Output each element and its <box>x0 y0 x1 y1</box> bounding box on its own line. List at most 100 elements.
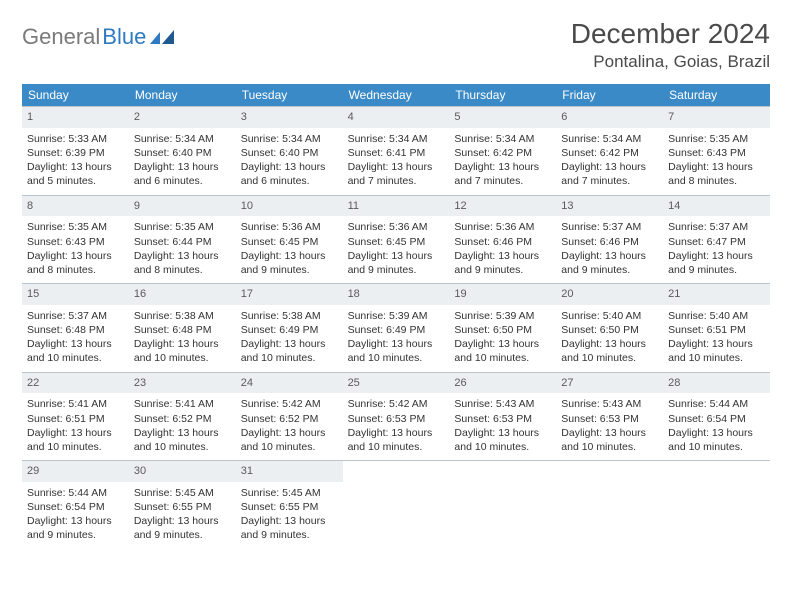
sunset-line: Sunset: 6:51 PM <box>668 323 765 337</box>
day-data: Sunrise: 5:37 AMSunset: 6:48 PMDaylight:… <box>22 305 129 372</box>
day-data: Sunrise: 5:41 AMSunset: 6:51 PMDaylight:… <box>22 393 129 460</box>
day-data: Sunrise: 5:38 AMSunset: 6:49 PMDaylight:… <box>236 305 343 372</box>
daylight-line: Daylight: 13 hours and 10 minutes. <box>241 426 338 454</box>
calendar-cell: 10Sunrise: 5:36 AMSunset: 6:45 PMDayligh… <box>236 195 343 284</box>
calendar-cell-empty <box>343 460 450 549</box>
sunrise-line: Sunrise: 5:36 AM <box>241 220 338 234</box>
calendar-cell: 24Sunrise: 5:42 AMSunset: 6:52 PMDayligh… <box>236 372 343 461</box>
sunrise-line: Sunrise: 5:34 AM <box>241 132 338 146</box>
day-data: Sunrise: 5:35 AMSunset: 6:44 PMDaylight:… <box>129 216 236 283</box>
sunrise-line: Sunrise: 5:33 AM <box>27 132 124 146</box>
sunset-line: Sunset: 6:46 PM <box>561 235 658 249</box>
day-number: 22 <box>22 373 129 394</box>
day-data: Sunrise: 5:44 AMSunset: 6:54 PMDaylight:… <box>22 482 129 549</box>
day-number: 23 <box>129 373 236 394</box>
day-number: 12 <box>449 196 556 217</box>
sunrise-line: Sunrise: 5:40 AM <box>668 309 765 323</box>
daylight-line: Daylight: 13 hours and 10 minutes. <box>134 426 231 454</box>
day-number: 29 <box>22 461 129 482</box>
calendar-cell: 17Sunrise: 5:38 AMSunset: 6:49 PMDayligh… <box>236 283 343 372</box>
sunset-line: Sunset: 6:39 PM <box>27 146 124 160</box>
day-number: 11 <box>343 196 450 217</box>
sunrise-line: Sunrise: 5:35 AM <box>27 220 124 234</box>
day-number: 30 <box>129 461 236 482</box>
day-data: Sunrise: 5:35 AMSunset: 6:43 PMDaylight:… <box>663 128 770 195</box>
calendar-cell-empty <box>663 460 770 549</box>
day-number: 28 <box>663 373 770 394</box>
sunrise-line: Sunrise: 5:43 AM <box>454 397 551 411</box>
daylight-line: Daylight: 13 hours and 10 minutes. <box>27 426 124 454</box>
daylight-line: Daylight: 13 hours and 6 minutes. <box>134 160 231 188</box>
calendar-cell: 26Sunrise: 5:43 AMSunset: 6:53 PMDayligh… <box>449 372 556 461</box>
day-data: Sunrise: 5:34 AMSunset: 6:40 PMDaylight:… <box>129 128 236 195</box>
calendar-cell-empty <box>556 460 663 549</box>
sunset-line: Sunset: 6:42 PM <box>454 146 551 160</box>
calendar-cell: 30Sunrise: 5:45 AMSunset: 6:55 PMDayligh… <box>129 460 236 549</box>
dow-header: Monday <box>129 84 236 106</box>
calendar-cell: 13Sunrise: 5:37 AMSunset: 6:46 PMDayligh… <box>556 195 663 284</box>
day-data: Sunrise: 5:38 AMSunset: 6:48 PMDaylight:… <box>129 305 236 372</box>
daylight-line: Daylight: 13 hours and 9 minutes. <box>241 249 338 277</box>
sunrise-line: Sunrise: 5:34 AM <box>561 132 658 146</box>
sunrise-line: Sunrise: 5:43 AM <box>561 397 658 411</box>
calendar-cell: 28Sunrise: 5:44 AMSunset: 6:54 PMDayligh… <box>663 372 770 461</box>
dow-header: Sunday <box>22 84 129 106</box>
day-number: 21 <box>663 284 770 305</box>
day-number: 13 <box>556 196 663 217</box>
daylight-line: Daylight: 13 hours and 7 minutes. <box>454 160 551 188</box>
calendar-cell: 1Sunrise: 5:33 AMSunset: 6:39 PMDaylight… <box>22 106 129 195</box>
calendar-cell: 8Sunrise: 5:35 AMSunset: 6:43 PMDaylight… <box>22 195 129 284</box>
daylight-line: Daylight: 13 hours and 9 minutes. <box>668 249 765 277</box>
calendar-cell: 19Sunrise: 5:39 AMSunset: 6:50 PMDayligh… <box>449 283 556 372</box>
day-data: Sunrise: 5:41 AMSunset: 6:52 PMDaylight:… <box>129 393 236 460</box>
sunrise-line: Sunrise: 5:39 AM <box>348 309 445 323</box>
day-number: 9 <box>129 196 236 217</box>
day-number: 31 <box>236 461 343 482</box>
daylight-line: Daylight: 13 hours and 7 minutes. <box>561 160 658 188</box>
day-data: Sunrise: 5:36 AMSunset: 6:45 PMDaylight:… <box>236 216 343 283</box>
daylight-line: Daylight: 13 hours and 8 minutes. <box>668 160 765 188</box>
sunset-line: Sunset: 6:50 PM <box>454 323 551 337</box>
sunset-line: Sunset: 6:46 PM <box>454 235 551 249</box>
sunrise-line: Sunrise: 5:37 AM <box>27 309 124 323</box>
daylight-line: Daylight: 13 hours and 10 minutes. <box>134 337 231 365</box>
day-number: 25 <box>343 373 450 394</box>
calendar-cell: 25Sunrise: 5:42 AMSunset: 6:53 PMDayligh… <box>343 372 450 461</box>
day-data: Sunrise: 5:39 AMSunset: 6:49 PMDaylight:… <box>343 305 450 372</box>
dow-header: Thursday <box>449 84 556 106</box>
sunset-line: Sunset: 6:40 PM <box>241 146 338 160</box>
sunset-line: Sunset: 6:52 PM <box>241 412 338 426</box>
day-number: 20 <box>556 284 663 305</box>
sunset-line: Sunset: 6:51 PM <box>27 412 124 426</box>
sunrise-line: Sunrise: 5:38 AM <box>241 309 338 323</box>
day-number: 14 <box>663 196 770 217</box>
daylight-line: Daylight: 13 hours and 9 minutes. <box>454 249 551 277</box>
sunrise-line: Sunrise: 5:35 AM <box>668 132 765 146</box>
calendar-cell: 14Sunrise: 5:37 AMSunset: 6:47 PMDayligh… <box>663 195 770 284</box>
calendar-cell: 4Sunrise: 5:34 AMSunset: 6:41 PMDaylight… <box>343 106 450 195</box>
sunrise-line: Sunrise: 5:39 AM <box>454 309 551 323</box>
daylight-line: Daylight: 13 hours and 10 minutes. <box>454 426 551 454</box>
calendar-cell: 23Sunrise: 5:41 AMSunset: 6:52 PMDayligh… <box>129 372 236 461</box>
daylight-line: Daylight: 13 hours and 10 minutes. <box>241 337 338 365</box>
day-number: 4 <box>343 107 450 128</box>
sunrise-line: Sunrise: 5:37 AM <box>668 220 765 234</box>
logo-word-2: Blue <box>102 24 146 50</box>
sunrise-line: Sunrise: 5:41 AM <box>27 397 124 411</box>
calendar-cell: 22Sunrise: 5:41 AMSunset: 6:51 PMDayligh… <box>22 372 129 461</box>
day-data: Sunrise: 5:42 AMSunset: 6:53 PMDaylight:… <box>343 393 450 460</box>
sunset-line: Sunset: 6:48 PM <box>134 323 231 337</box>
day-data: Sunrise: 5:35 AMSunset: 6:43 PMDaylight:… <box>22 216 129 283</box>
calendar-cell: 7Sunrise: 5:35 AMSunset: 6:43 PMDaylight… <box>663 106 770 195</box>
day-data: Sunrise: 5:34 AMSunset: 6:42 PMDaylight:… <box>449 128 556 195</box>
daylight-line: Daylight: 13 hours and 10 minutes. <box>668 426 765 454</box>
sunset-line: Sunset: 6:45 PM <box>348 235 445 249</box>
location-label: Pontalina, Goias, Brazil <box>571 52 770 72</box>
daylight-line: Daylight: 13 hours and 9 minutes. <box>348 249 445 277</box>
day-number: 24 <box>236 373 343 394</box>
sunrise-line: Sunrise: 5:36 AM <box>454 220 551 234</box>
daylight-line: Daylight: 13 hours and 10 minutes. <box>454 337 551 365</box>
sunrise-line: Sunrise: 5:40 AM <box>561 309 658 323</box>
day-number: 18 <box>343 284 450 305</box>
calendar-cell: 16Sunrise: 5:38 AMSunset: 6:48 PMDayligh… <box>129 283 236 372</box>
